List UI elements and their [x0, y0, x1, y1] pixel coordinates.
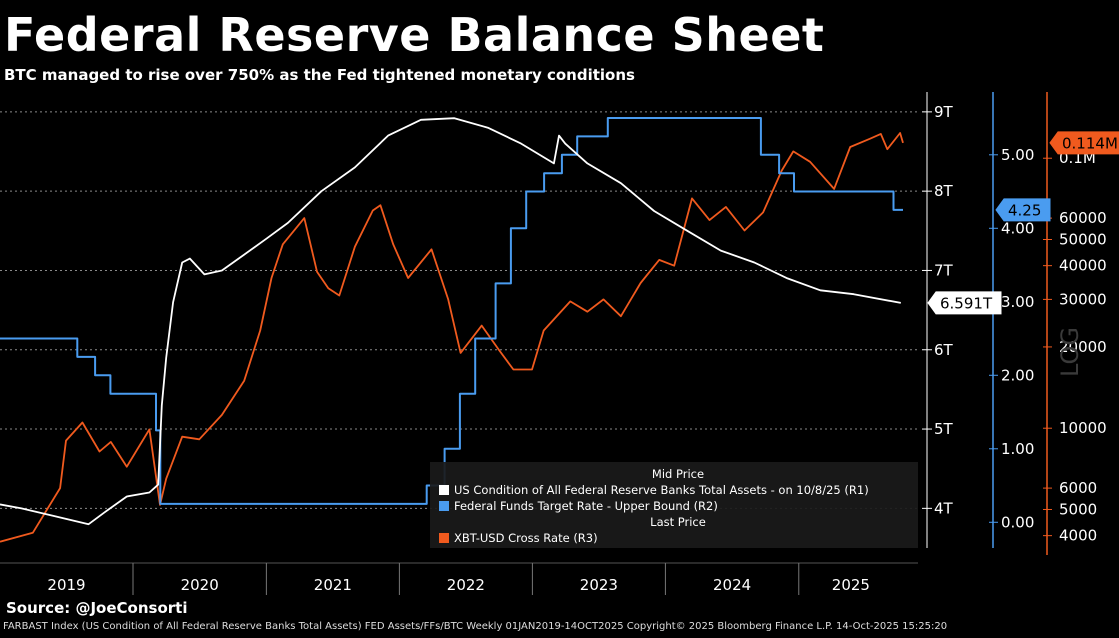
series-lines [0, 117, 904, 543]
r3-tick-label: 6000 [1059, 479, 1097, 497]
legend-entry: Federal Funds Target Rate - Upper Bound … [454, 499, 718, 513]
legend-box [430, 462, 918, 548]
x-tick-label: 2024 [713, 576, 751, 594]
x-axis: 2019 2020 2021 2022 2023 2024 2025 [0, 562, 918, 595]
r1-tick-label: 5T [934, 420, 954, 438]
log-watermark: LOG [1056, 327, 1084, 377]
series-line-R1 [0, 117, 901, 526]
series-line-R3 [0, 132, 904, 543]
legend: Mid Price US Condition of All Federal Res… [430, 462, 918, 548]
r2-last-value-box [995, 198, 1051, 222]
x-tick-label: 2025 [832, 576, 870, 594]
r3-tick-label: 20000 [1059, 338, 1107, 356]
footer-copyright: FARBAST Index (US Condition of All Feder… [3, 621, 948, 632]
series-line-R2 [0, 117, 903, 505]
r2-tick-label: 0.00 [1001, 513, 1034, 531]
chart-plot: 2019 2020 2021 2022 2023 2024 2025 4T 5T 6T 7T 8T 9… [0, 92, 1119, 595]
r2-tick-label: 4.00 [1001, 219, 1034, 237]
r2-tick-label: 1.00 [1001, 440, 1034, 458]
r3-tick-label: 50000 [1059, 230, 1107, 248]
r2-tick-label: 3.00 [1001, 293, 1034, 311]
x-tick-label: 2023 [580, 576, 618, 594]
r1-tick-label: 7T [934, 261, 954, 279]
x-tick-label: 2020 [181, 576, 219, 594]
r3-tick-label: 10000 [1059, 419, 1107, 437]
legend-header-mid-price: Mid Price [652, 467, 704, 481]
legend-entry: US Condition of All Federal Reserve Bank… [454, 483, 869, 497]
right-axes: 4T 5T 6T 7T 8T 9T 0.00 1.00 2.00 3.00 4.00 5.00 4000… [922, 92, 1119, 555]
x-tick-label: 2022 [447, 576, 485, 594]
chart-title: Federal Reserve Balance Sheet [4, 8, 825, 62]
r3-tick-label: 30000 [1059, 290, 1107, 308]
legend-swatch [439, 533, 449, 543]
r3-last-value-box [1049, 131, 1119, 155]
source-credit: Source: @JoeConsorti [6, 599, 188, 617]
r2-tick-label: 2.00 [1001, 366, 1034, 384]
legend-swatch [439, 485, 449, 495]
r3-tick-label: 60000 [1059, 209, 1107, 227]
r2-last-value: 4.25 [1008, 201, 1041, 219]
r1-tick-label: 6T [934, 341, 954, 359]
x-tick-label: 2021 [314, 576, 352, 594]
r1-tick-label: 4T [934, 499, 954, 517]
r1-last-value: 6.591T [940, 294, 993, 312]
r3-tick-label: 40000 [1059, 257, 1107, 275]
r3-tick-label: 5000 [1059, 500, 1097, 518]
x-tick-label: 2019 [47, 576, 85, 594]
r1-tick-label: 8T [934, 182, 954, 200]
legend-header-last-price: Last Price [650, 515, 706, 529]
r3-last-value: 0.114M [1062, 134, 1118, 152]
chart-subtitle: BTC managed to rise over 750% as the Fed… [4, 66, 635, 84]
r3-tick-label: 4000 [1059, 527, 1097, 545]
legend-swatch [439, 501, 449, 511]
legend-entry: XBT-USD Cross Rate (R3) [454, 531, 598, 545]
r1-last-value-box [927, 291, 1002, 315]
r2-tick-label: 5.00 [1001, 146, 1034, 164]
r1-tick-label: 9T [934, 103, 954, 121]
